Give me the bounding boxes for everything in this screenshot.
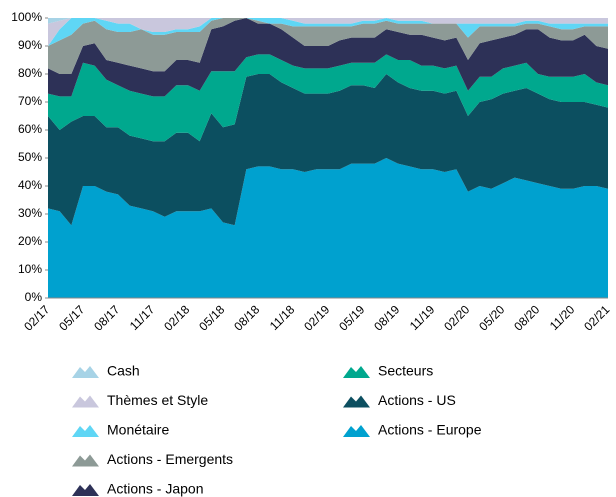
y-tick-label: 0% [25,290,43,304]
legend-icon [72,484,99,496]
x-tick-label: 08/17 [91,302,122,333]
legend-icon [72,425,99,437]
legend-icon [343,366,370,378]
y-tick-label: 30% [18,206,42,220]
x-tick-label: 02/17 [21,302,52,333]
y-tick-label: 80% [18,66,42,80]
x-tick-label: 05/17 [56,302,87,333]
area [48,18,608,46]
area [48,54,608,142]
y-tick-label: 100% [11,10,42,24]
legend-icon [343,395,370,408]
legend-label: Actions - US [378,392,456,408]
y-tick-label: 20% [18,234,42,248]
legend-label: Actions - Japon [107,481,204,497]
x-tick-label: 08/18 [231,302,262,333]
x-tick-label: 02/20 [441,302,472,333]
x-tick-label: 11/18 [267,302,298,333]
x-tick-label: 08/20 [511,302,542,333]
x-tick-label: 11/20 [547,302,578,333]
x-tick-label: 05/20 [476,302,507,333]
legend-label: Monétaire [107,422,169,438]
area [48,74,608,226]
x-tick-label: 05/19 [336,302,367,333]
legend-icon [343,425,370,437]
legend-label: Actions - Emergents [107,451,233,467]
y-tick-label: 60% [18,122,42,136]
y-tick-label: 40% [18,178,42,192]
area [48,158,608,298]
legend-label: Thèmes et Style [107,392,208,408]
legend-label: Cash [107,363,140,379]
x-tick-label: 11/17 [127,302,158,333]
y-tick-label: 50% [18,150,42,164]
legend-icon [72,395,99,408]
x-tick-label: 08/19 [371,302,402,333]
area [48,18,608,97]
area [48,18,608,46]
legend-label: Actions - Europe [378,422,482,438]
y-tick-label: 70% [18,94,42,108]
x-tick-label: 02/21 [581,302,612,333]
y-tick-label: 10% [18,262,42,276]
legend-label: Secteurs [378,363,433,379]
x-tick-label: 02/18 [161,302,192,333]
x-tick-label: 02/19 [301,302,332,333]
y-tick-label: 90% [18,38,42,52]
x-tick-label: 11/19 [407,302,438,333]
legend-icon [72,454,99,467]
legend-icon [72,366,99,378]
x-tick-label: 05/18 [196,302,227,333]
